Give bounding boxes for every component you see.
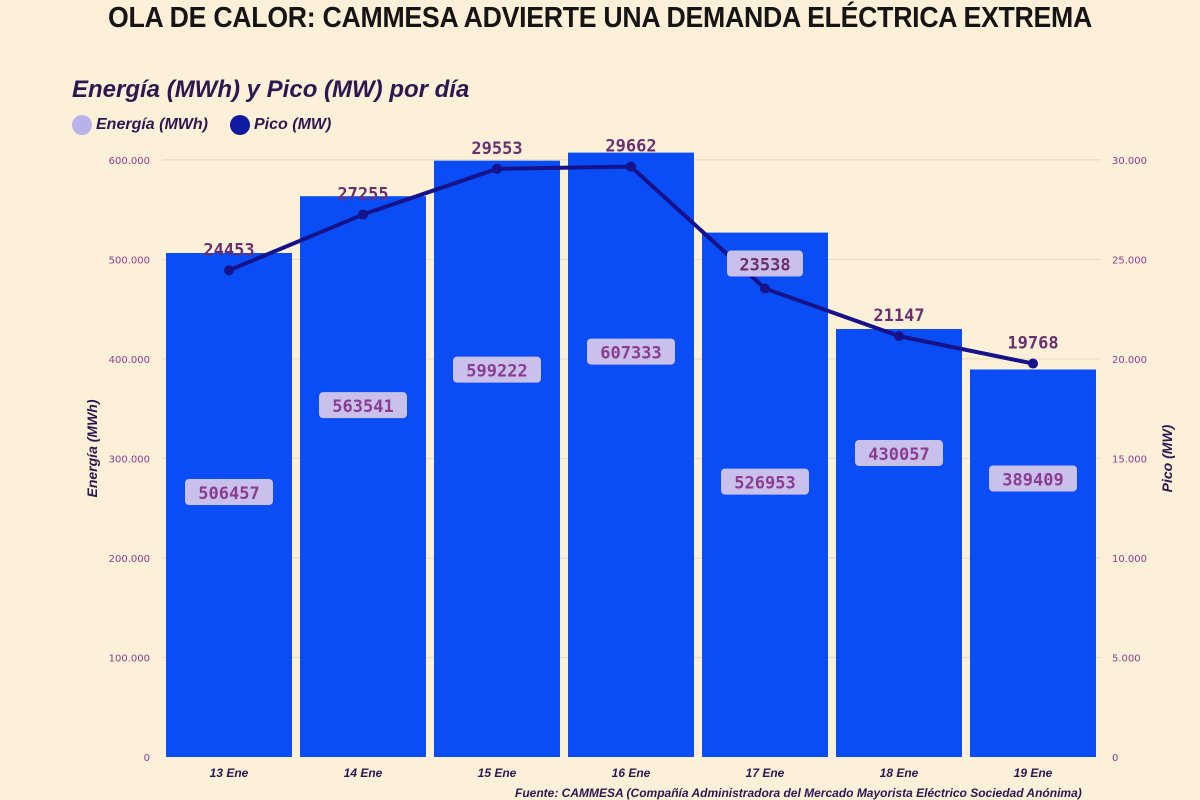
right-axis-tick-label: 30.000 — [1112, 156, 1147, 167]
x-axis-tick-label: 14 Ene — [344, 766, 383, 780]
energy-label-box — [855, 440, 943, 467]
x-axis-tick-label: 18 Ene — [880, 766, 919, 780]
x-axis-tick-label: 16 Ene — [612, 766, 651, 780]
legend-item-pico: Pico (MW) — [230, 115, 331, 135]
left-axis-tick-label: 600.000 — [109, 156, 150, 167]
right-axis: 0 5.000 10.000 15.000 20.000 25.000 30.000 — [1112, 156, 1147, 764]
peak-point — [224, 265, 234, 276]
right-axis-tick-label: 10.000 — [1112, 554, 1147, 565]
energy-data-label: 599222 — [466, 362, 527, 382]
energy-data-label: 607333 — [600, 344, 661, 364]
legend-label-pico: Pico (MW) — [254, 116, 332, 133]
right-axis-tick-label: 25.000 — [1112, 255, 1147, 266]
right-axis-tick-label: 5.000 — [1112, 653, 1141, 664]
legend-swatch-pico — [230, 115, 250, 135]
peak-data-label: 29662 — [605, 137, 656, 157]
legend-label-energia: Energía (MWh) — [96, 116, 208, 133]
energy-bar — [300, 196, 426, 758]
energy-label-box — [721, 468, 809, 495]
energy-bar — [434, 160, 560, 757]
energy-data-label: 430057 — [868, 445, 929, 465]
left-axis-tick-label: 100.000 — [109, 653, 150, 664]
right-axis-tick-label: 15.000 — [1112, 454, 1147, 465]
peak-data-label: 27255 — [337, 185, 388, 205]
right-axis-title: Pico (MW) — [1159, 424, 1175, 492]
peak-data-label: 23538 — [739, 256, 790, 276]
energy-bar — [970, 369, 1096, 757]
x-axis-tick-label: 17 Ene — [746, 766, 785, 780]
peak-point — [760, 283, 770, 294]
peak-data-label: 19768 — [1007, 334, 1058, 354]
energy-label-box — [587, 338, 675, 365]
energy-label-box — [453, 356, 541, 383]
peak-point — [1028, 358, 1038, 369]
energy-data-label: 526953 — [734, 474, 795, 494]
peak-line-series — [224, 161, 1038, 369]
peak-label-box — [727, 250, 803, 277]
peak-point — [894, 331, 904, 342]
energy-bar — [166, 252, 292, 757]
data-labels: 506457 563541 599222 607333 526953 430057 3894… — [185, 137, 1077, 505]
peak-data-label: 29553 — [471, 139, 522, 159]
left-axis-title: Energía (MWh) — [84, 399, 100, 497]
page-title: OLA DE CALOR: CAMMESA ADVIERTE UNA DEMAN… — [108, 2, 1092, 34]
chart-legend: Energía (MWh) Pico (MW) — [72, 115, 331, 135]
peak-data-label: 21147 — [873, 306, 924, 326]
peak-data-label: 24453 — [203, 240, 254, 260]
peak-point — [626, 161, 636, 172]
energy-label-box — [319, 392, 407, 419]
legend-item-energia: Energía (MWh) — [72, 115, 208, 135]
right-axis-tick-label: 0 — [1112, 753, 1118, 764]
right-axis-tick-label: 20.000 — [1112, 355, 1147, 366]
left-axis: 0 100.000 200.000 300.000 400.000 500.000 600.… — [109, 156, 150, 764]
energy-bar — [836, 329, 962, 757]
bars — [166, 152, 1096, 758]
peak-point — [358, 209, 368, 220]
legend-swatch-energia — [72, 115, 92, 135]
x-axis-tick-label: 15 Ene — [478, 766, 517, 780]
left-axis-tick-label: 400.000 — [109, 355, 150, 366]
x-axis-tick-label: 13 Ene — [210, 766, 249, 780]
energy-data-label: 506457 — [198, 484, 259, 504]
energy-data-label: 389409 — [1002, 470, 1063, 490]
left-axis-tick-label: 300.000 — [109, 454, 150, 465]
left-axis-tick-label: 0 — [144, 753, 150, 764]
energy-data-label: 563541 — [332, 397, 393, 417]
x-axis-tick-label: 19 Ene — [1014, 766, 1053, 780]
chart-subtitle: Energía (MWh) y Pico (MW) por día — [72, 76, 470, 103]
peak-point — [492, 163, 502, 174]
left-axis-tick-label: 500.000 — [109, 255, 150, 266]
energy-bar — [702, 232, 828, 757]
energy-bar — [568, 152, 694, 757]
x-axis: 13 Ene 14 Ene 15 Ene 16 Ene 17 Ene 18 Ene 19 E… — [210, 766, 1053, 780]
source-note: Fuente: CAMMESA (Compañía Administradora… — [515, 786, 1082, 800]
energy-label-box — [185, 478, 273, 505]
energy-label-box — [989, 465, 1077, 492]
left-axis-tick-label: 200.000 — [109, 554, 150, 565]
